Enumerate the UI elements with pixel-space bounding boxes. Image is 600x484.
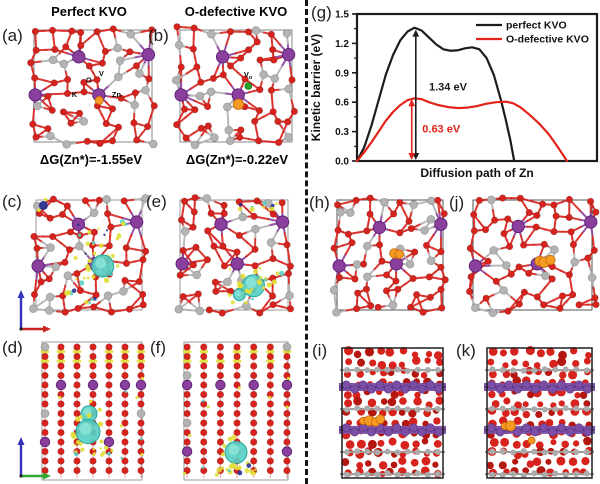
- title-perfect-kvo: Perfect KVO: [51, 4, 127, 19]
- structure-render: Vo: [171, 23, 298, 150]
- structure-render: OV K Zn: [27, 25, 158, 149]
- structure-panel-d-charge-density-side: [39, 341, 147, 481]
- atom-label: Vo: [244, 70, 253, 81]
- legend-label: perfect KVO: [506, 20, 567, 32]
- panel-label-d: (d): [2, 338, 23, 357]
- legend-label: O-defective KVO: [506, 34, 589, 46]
- structure-panel-e-charge-density-top: [174, 194, 295, 317]
- structure-render: [339, 346, 446, 479]
- atoms: [27, 25, 158, 149]
- axis-indicator-top-view: [17, 290, 51, 333]
- atoms: [465, 194, 600, 318]
- y-tick-label: 0.3: [335, 127, 349, 138]
- series-perfect-KVO: [355, 26, 516, 163]
- caption-dg-perfect: ΔG(Zn*)=-1.55eV: [39, 152, 143, 167]
- structure-panel-i-diffusion-side: [339, 346, 446, 479]
- atom-label: K: [72, 90, 78, 99]
- panel-label-c: (c): [2, 192, 22, 211]
- panel-label-g: (g): [311, 3, 332, 22]
- x-axis-label: Diffusion path of Zn: [420, 166, 533, 180]
- axis-arrows: [17, 290, 51, 333]
- annotation-text: 0.63 eV: [422, 124, 461, 136]
- structure-panel-c-charge-density-top: [29, 194, 150, 316]
- axis-indicator-side-view: [17, 437, 51, 480]
- y-tick-label: 0.0: [335, 157, 349, 168]
- series-O-defective-KVO: [355, 97, 569, 163]
- structure-panel-j-diffusion-top: [465, 194, 600, 318]
- axis-arrows: [17, 437, 51, 480]
- bonds: [175, 25, 296, 146]
- panel-label-a: (a): [2, 26, 23, 45]
- panel-label-j: (j): [449, 193, 465, 212]
- structure-render: [39, 341, 147, 481]
- structure-render: [174, 194, 295, 317]
- structure-panel-b-defective-top-view: Vo: [171, 23, 298, 150]
- structure-render: [465, 194, 600, 318]
- structure-render: [329, 194, 449, 317]
- structure-render: [181, 341, 293, 481]
- kinetic-barrier-chart: 0.0 0.3 0.6 0.9 1.2 1.5 1.34 eV 0.63 eV Diffusio…: [309, 10, 599, 180]
- panel-label-h: (h): [309, 193, 330, 212]
- title-defective-kvo: O-defective KVO: [184, 4, 288, 19]
- structure-render: [484, 346, 595, 479]
- y-tick-label: 1.2: [335, 39, 349, 50]
- structure-render: [29, 194, 150, 316]
- atom-label: V: [99, 69, 104, 78]
- annotation-text: 1.34 eV: [429, 81, 468, 93]
- panel-label-f: (f): [150, 338, 167, 357]
- structure-panel-f-charge-density-side: [181, 341, 293, 481]
- chart-render: 0.0 0.3 0.6 0.9 1.2 1.5 1.34 eV 0.63 eV Diffusio…: [309, 10, 599, 180]
- panel-label-i: (i): [312, 341, 328, 360]
- atom-label: Zn: [112, 90, 122, 99]
- panel-label-k: (k): [456, 341, 476, 360]
- caption-dg-defective: ΔG(Zn*)=-0.22eV: [185, 152, 289, 167]
- y-tick-label: 1.5: [335, 10, 349, 21]
- panel-label-b: (b): [148, 26, 169, 45]
- atoms: [329, 194, 449, 317]
- y-tick-label: 0.6: [335, 98, 349, 109]
- panel-label-e: (e): [146, 192, 167, 211]
- structure-panel-k-diffusion-side: [484, 346, 595, 479]
- structure-panel-a-perfect-top-view: OV K Zn: [27, 25, 158, 149]
- atom-label: O: [86, 76, 92, 85]
- y-tick-label: 0.9: [335, 68, 349, 79]
- divider-dashed-line: [305, 0, 308, 484]
- atoms: [171, 23, 298, 150]
- y-axis-label: Kinetic barrier (eV): [309, 34, 323, 141]
- structure-panel-h-diffusion-top: [329, 194, 449, 317]
